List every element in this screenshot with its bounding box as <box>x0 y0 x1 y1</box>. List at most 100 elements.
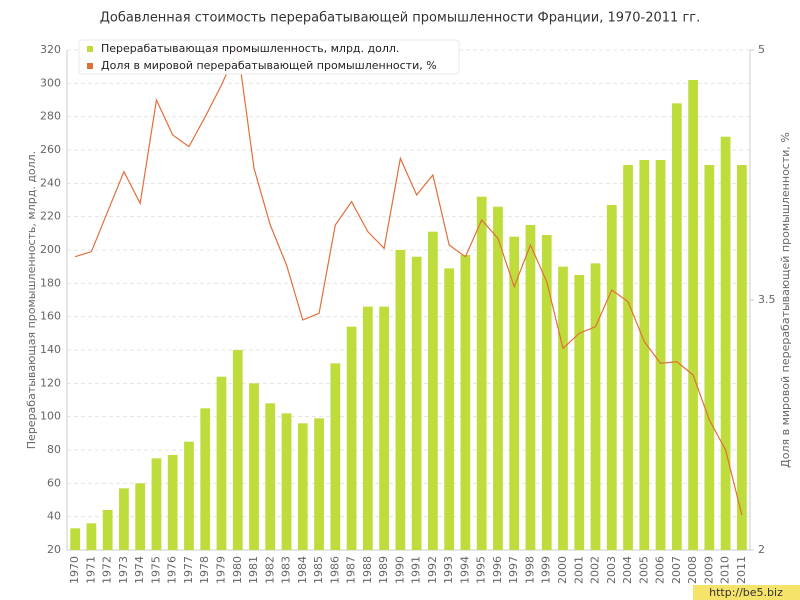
y-tick-label: 200 <box>40 243 61 256</box>
line <box>74 46 743 516</box>
x-tick-label: 1999 <box>540 556 553 584</box>
bar <box>167 455 178 550</box>
y-tick-label: 20 <box>47 543 61 556</box>
bar <box>606 205 617 550</box>
y-tick-label: 80 <box>47 443 61 456</box>
x-tick-label: 2001 <box>572 556 585 584</box>
y-tick-label: 260 <box>40 143 61 156</box>
x-tick-label: 2006 <box>654 556 667 584</box>
x-tick-label: 2008 <box>686 556 699 584</box>
bar <box>119 488 129 550</box>
y-tick-label: 120 <box>40 376 61 389</box>
bar <box>428 231 438 550</box>
x-tick-label: 1985 <box>312 556 325 584</box>
watermark: http://be5.biz <box>709 586 783 599</box>
bar <box>265 403 276 550</box>
bar <box>623 165 633 550</box>
legend-label: Доля в мировой перерабатывающей промышле… <box>101 59 437 72</box>
bar <box>184 441 194 550</box>
y-tick-label: 160 <box>40 310 61 323</box>
x-tick-label: 1988 <box>361 556 374 584</box>
bar <box>493 206 503 550</box>
x-tick-label: 2002 <box>589 556 602 584</box>
x-tick-label: 1972 <box>101 556 114 584</box>
y2-tick-label: 2 <box>758 543 765 556</box>
x-tick-label: 2003 <box>605 556 618 584</box>
y2-axis-label: Доля в мировой перерабатывающей промышле… <box>779 132 792 468</box>
x-tick-label: 1983 <box>280 556 293 584</box>
y-tick-label: 300 <box>40 76 61 89</box>
y-tick-label: 60 <box>47 476 61 489</box>
x-tick-label: 2004 <box>621 556 634 584</box>
x-tick-label: 1990 <box>393 556 406 584</box>
bar <box>655 160 666 550</box>
bar <box>639 160 650 550</box>
x-tick-label: 2009 <box>702 556 715 584</box>
bar <box>541 235 552 550</box>
bar <box>330 363 341 550</box>
bar <box>135 483 146 550</box>
x-tick-label: 1973 <box>117 556 130 584</box>
x-tick-label: 1974 <box>133 556 146 584</box>
y2-tick-label: 3.5 <box>758 293 776 306</box>
watermark-bg <box>693 585 800 600</box>
bar <box>216 376 227 550</box>
y2-tick-label: 5 <box>758 43 765 56</box>
bar <box>86 523 97 550</box>
x-tick-label: 2005 <box>637 556 650 584</box>
bar <box>525 225 536 550</box>
y-tick-label: 140 <box>40 343 61 356</box>
x-tick-label: 1989 <box>377 556 390 584</box>
x-tick-label: 1991 <box>410 556 423 584</box>
y-tick-label: 100 <box>40 410 61 423</box>
x-tick-label: 1996 <box>491 556 504 584</box>
bar <box>281 413 292 550</box>
bar <box>688 80 698 550</box>
x-tick-label: 1970 <box>68 556 81 584</box>
y-tick-label: 240 <box>40 176 61 189</box>
bar <box>411 256 422 550</box>
bar <box>362 306 373 550</box>
bar <box>720 136 731 550</box>
legend-box <box>78 39 460 75</box>
bar <box>509 236 520 550</box>
legend-label: Перерабатывающая промышленность, млрд. д… <box>101 42 399 55</box>
bar <box>444 268 455 550</box>
bar <box>460 255 471 550</box>
x-tick-label: 2007 <box>670 556 683 584</box>
bar <box>200 408 211 550</box>
x-tick-label: 1992 <box>426 556 439 584</box>
x-tick-label: 1977 <box>182 556 195 584</box>
bar <box>476 196 487 550</box>
x-tick-label: 1975 <box>149 556 162 584</box>
x-tick-label: 1998 <box>523 556 536 584</box>
y-axis-label: Перерабатывающая промышленность, млрд. д… <box>25 151 38 449</box>
y-tick-label: 220 <box>40 210 61 223</box>
x-tick-label: 2010 <box>719 556 732 584</box>
y-tick-label: 180 <box>40 276 61 289</box>
x-tick-label: 1981 <box>247 556 260 584</box>
bar <box>249 383 259 550</box>
bar <box>704 165 715 550</box>
bar <box>590 263 601 550</box>
bar <box>736 165 747 550</box>
x-tick-label: 1971 <box>84 556 97 584</box>
x-tick-label: 1978 <box>198 556 211 584</box>
bar <box>151 458 162 550</box>
x-tick-label: 1987 <box>345 556 358 584</box>
bar <box>232 350 243 550</box>
legend-swatch <box>87 46 93 52</box>
x-tick-label: 2011 <box>735 556 748 584</box>
x-tick-label: 1994 <box>458 556 471 584</box>
x-tick-label: 1976 <box>166 556 179 584</box>
x-tick-label: 1979 <box>214 556 227 584</box>
bar <box>297 423 308 550</box>
y-tick-label: 320 <box>40 43 61 56</box>
x-tick-label: 1997 <box>507 556 520 584</box>
y-tick-label: 40 <box>47 510 61 523</box>
bar <box>346 326 357 550</box>
x-tick-label: 1993 <box>442 556 455 584</box>
bar <box>102 510 113 550</box>
x-tick-label: 1982 <box>263 556 276 584</box>
